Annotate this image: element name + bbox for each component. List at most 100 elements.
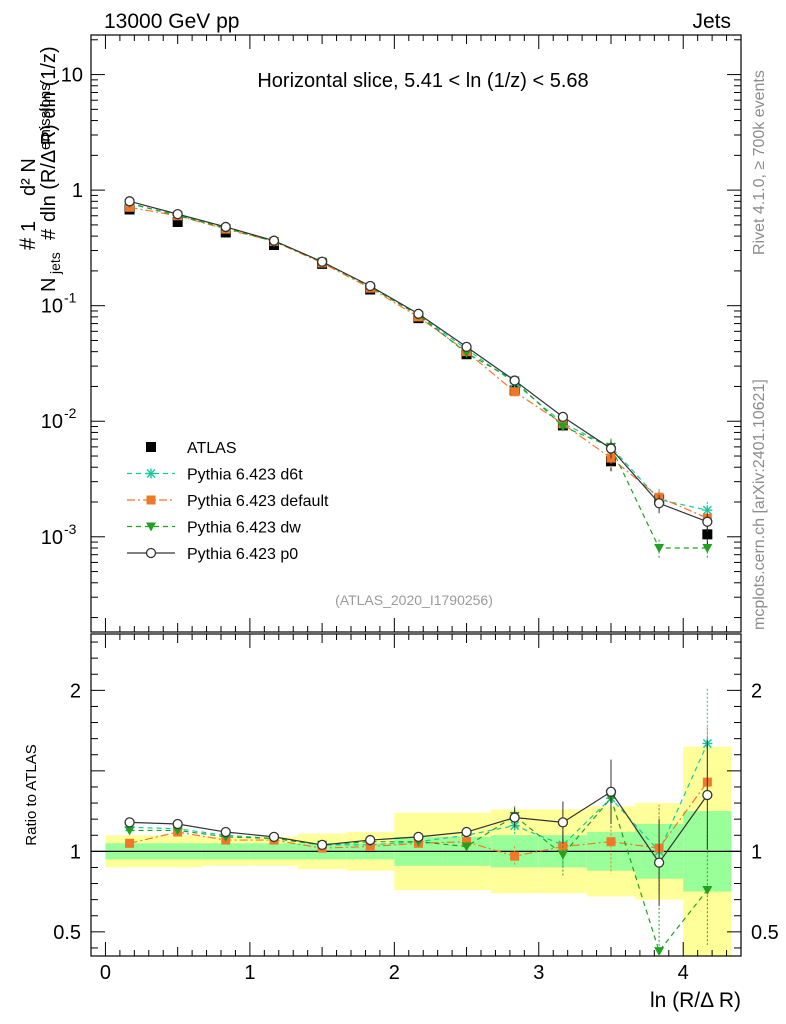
ratio-frame: [90, 633, 742, 957]
ratio-point: [605, 786, 617, 797]
legend-marker: [146, 442, 156, 452]
category-label: Jets: [692, 10, 731, 33]
x-axis-label: ln (R/Δ R): [650, 989, 741, 1012]
y-label-numerator: d² N: [18, 158, 40, 196]
ratio-pythia-6-423-p0: [124, 740, 713, 907]
y-tick-label-exponent: -3: [64, 521, 77, 537]
data-point: [509, 375, 520, 386]
y-label-emissions: emissions: [37, 83, 54, 150]
y-label-dln: dln (R/Δ R) dln (1/z): [38, 46, 60, 222]
ratio-axes: 0.5 0.5 1 1 2 2 0 1 2 3 4: [53, 634, 779, 984]
ratio-point: [702, 789, 713, 801]
data-point: [220, 221, 231, 233]
y-label-denominator: N: [38, 278, 60, 292]
ratio-point: [461, 842, 472, 852]
ratio-point: [268, 831, 280, 843]
data-point: [268, 235, 280, 246]
data-point: [316, 256, 328, 267]
data-point: [365, 280, 376, 292]
ratio-point: [461, 826, 472, 838]
data-point: [605, 443, 617, 454]
ratio-point: [172, 826, 183, 836]
ratio-y-tick-label: 2: [70, 680, 81, 702]
x-tick-label: 0: [100, 962, 111, 984]
x-tick-label: 2: [389, 962, 400, 984]
ratio-point: [125, 838, 135, 848]
ratio-y-label: Ratio to ATLAS: [23, 744, 40, 845]
ratio-point: [509, 812, 520, 823]
ratio-point: [413, 831, 424, 843]
energy-label: 13000 GeV pp: [104, 10, 239, 33]
legend-label: Pythia 6.423 dw: [187, 520, 301, 537]
data-point: [653, 498, 665, 509]
y-tick-label: 10: [61, 65, 83, 87]
data-point: [124, 196, 135, 207]
source-label: mcplots.cern.ch [arXiv:2401.10621]: [751, 379, 768, 630]
legend-marker: [146, 468, 156, 479]
series-line: [129, 203, 708, 511]
legend-label: Pythia 6.423 p0: [187, 546, 298, 563]
legend-marker: [146, 495, 156, 505]
ratio-point: [606, 837, 616, 847]
ratio-point: [510, 851, 520, 861]
ratio-point: [702, 885, 713, 895]
data-point: [413, 308, 424, 319]
rivet-label: Rivet 4.1.0, ≥ 700k events: [751, 70, 768, 255]
data-point: [172, 216, 183, 227]
ratio-y-tick-label: 1: [70, 841, 81, 863]
ratio-point: [124, 817, 135, 828]
data-point: [461, 341, 472, 353]
series-pythia-6-423-p0: [124, 196, 713, 532]
ratio-y-tick-label-right: 1: [751, 841, 762, 863]
ratio-point: [365, 834, 376, 846]
y-tick-label: 1: [72, 180, 83, 202]
y-label-one: 1: [18, 221, 40, 232]
ratio-y-tick-label: 0.5: [53, 922, 81, 944]
main-title: Horizontal slice, 5.41 < ln (1/z) < 5.68: [257, 70, 588, 92]
main-series-group: [124, 196, 713, 558]
y-tick-label-exponent: -2: [64, 405, 77, 421]
x-tick-label: 1: [244, 962, 255, 984]
ratio-y-tick-label-right: 2: [751, 680, 762, 702]
ratio-point: [462, 837, 472, 847]
watermark: (ATLAS_2020_I1790256): [335, 592, 493, 608]
y-tick-label-exponent: -1: [64, 290, 77, 306]
x-tick-label: 4: [678, 962, 689, 984]
ratio-point: [316, 839, 328, 851]
ratio-y-tick-label-right: 0.5: [751, 922, 779, 944]
ratio-point: [124, 826, 135, 836]
data-point: [172, 208, 183, 220]
ratio-bands: [91, 746, 741, 956]
y-tick-label: 10: [41, 527, 63, 549]
data-point: [702, 529, 713, 540]
legend-marker: [146, 522, 156, 532]
data-point: [654, 543, 665, 553]
x-tick-label: 3: [533, 962, 544, 984]
legend: ATLAS Pythia 6.423 d6t Pythia 6.423 defaul…: [127, 440, 329, 563]
ratio-point: [220, 826, 231, 838]
ratio-point: [557, 850, 568, 860]
y-tick-label: 10: [41, 411, 63, 433]
data-point: [702, 543, 713, 553]
data-point: [557, 411, 569, 423]
main-y-axis-label: # 1 d² N emissions N jets # dln (R/Δ R) …: [15, 46, 63, 292]
ratio-point: [557, 817, 569, 828]
ratio-series-group: [124, 688, 713, 956]
data-point: [510, 387, 520, 397]
y-label-jets: jets: [47, 252, 63, 275]
legend-marker-stroke: [146, 469, 156, 478]
main-frame: [90, 34, 742, 633]
legend-marker: [145, 547, 157, 559]
legend-label: ATLAS: [187, 440, 237, 457]
data-point: [702, 516, 713, 527]
y-label-prefix: #: [15, 237, 40, 250]
ratio-point: [653, 857, 665, 868]
legend-label: Pythia 6.423 default: [187, 493, 329, 510]
legend-label: Pythia 6.423 d6t: [187, 467, 303, 484]
data-point: [557, 422, 568, 432]
ratio-point: [654, 947, 665, 956]
y-label-hash: #: [38, 228, 60, 240]
ratio-point: [172, 818, 183, 830]
